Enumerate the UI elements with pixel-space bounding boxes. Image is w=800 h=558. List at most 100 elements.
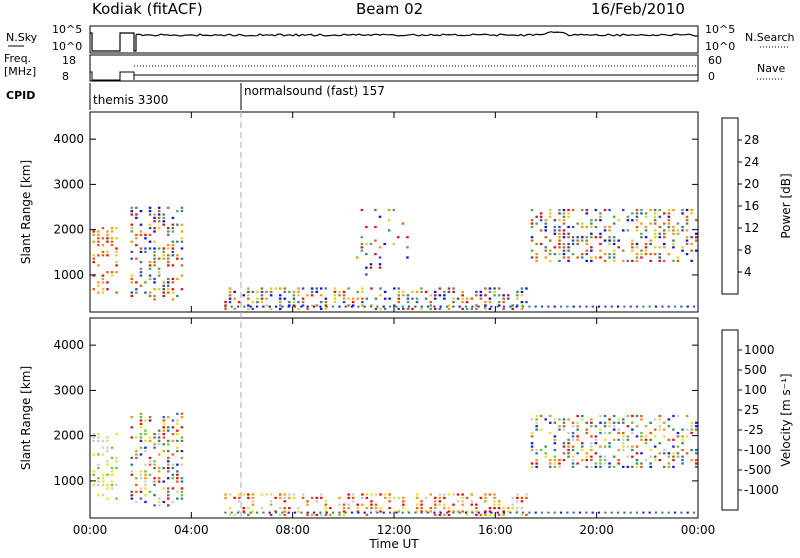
power-echo-cell bbox=[562, 253, 566, 256]
velocity-echo-cell bbox=[590, 465, 593, 468]
power-echo-cell bbox=[256, 290, 259, 293]
velocity-echo-cell bbox=[426, 511, 430, 514]
power-echo-cell bbox=[242, 294, 245, 297]
velocity-echo-cell bbox=[673, 511, 677, 514]
velocity-echo-cell bbox=[342, 513, 346, 516]
power-echo-cell bbox=[576, 236, 579, 239]
velocity-echo-cell bbox=[553, 421, 557, 424]
velocity-echo-cell bbox=[251, 503, 255, 506]
velocity-echo-cell bbox=[535, 428, 538, 431]
power-echo-cell bbox=[153, 230, 156, 233]
power-echo-cell bbox=[167, 261, 170, 264]
velocity-echo-cell bbox=[130, 436, 133, 439]
power-echo-cell bbox=[97, 240, 100, 243]
velocity-echo-cell bbox=[157, 477, 161, 480]
power-echo-cell bbox=[135, 291, 138, 294]
velocity-echo-cell bbox=[434, 507, 437, 510]
power-echo-cell bbox=[325, 305, 328, 308]
velocity-echo-cell bbox=[228, 493, 232, 496]
power-echo-cell bbox=[106, 254, 109, 257]
power-echo-cell bbox=[617, 246, 620, 249]
velocity-echo-cell bbox=[635, 445, 639, 448]
velocity-echo-cell bbox=[180, 463, 184, 466]
power-echo-cell bbox=[438, 307, 442, 310]
velocity-echo-cell bbox=[162, 450, 165, 453]
power-echo-cell bbox=[180, 230, 184, 233]
velocity-echo-cell bbox=[488, 510, 492, 513]
power-echo-cell bbox=[681, 208, 684, 212]
velocity-echo-cell bbox=[167, 443, 170, 446]
power-echo-cell bbox=[115, 227, 118, 230]
power-echo-cell bbox=[402, 307, 405, 310]
power-echo-cell bbox=[301, 297, 305, 300]
power-echo-cell bbox=[544, 225, 547, 229]
velocity-echo-cell bbox=[101, 446, 105, 449]
power-echo-cell bbox=[369, 266, 373, 269]
power-echo-cells bbox=[92, 206, 698, 310]
velocity-echo-cell bbox=[176, 412, 179, 415]
power-echo-cell bbox=[681, 249, 684, 252]
velocity-echo-cell bbox=[135, 483, 138, 487]
velocity-echo-cell bbox=[237, 500, 241, 503]
velocity-echo-cell bbox=[608, 421, 611, 424]
power-echo-cell bbox=[629, 305, 632, 308]
power-echo-cell bbox=[516, 297, 519, 300]
velocity-echo-cell bbox=[363, 511, 366, 514]
power-echo-cell bbox=[269, 287, 273, 290]
velocity-echo-cell bbox=[167, 487, 170, 490]
velocity-echo-cell bbox=[171, 426, 175, 429]
velocity-echo-cell bbox=[357, 511, 360, 514]
velocity-echo-cell bbox=[553, 465, 557, 468]
power-echo-cell bbox=[626, 259, 630, 262]
power-echo-cell bbox=[549, 215, 552, 218]
power-echo-cell bbox=[690, 212, 693, 215]
power-echo-cell bbox=[224, 305, 227, 308]
velocity-echo-cell bbox=[434, 503, 437, 506]
power-echo-cell bbox=[608, 236, 611, 239]
colorbar-tick-label: 12 bbox=[744, 221, 759, 235]
power-echo-cell bbox=[649, 259, 652, 262]
velocity-echo-cell bbox=[110, 487, 114, 490]
velocity-echo-cell bbox=[139, 446, 143, 449]
velocity-echo-cell bbox=[279, 496, 282, 499]
power-echo-cell bbox=[553, 253, 557, 256]
velocity-echo-cell bbox=[549, 465, 552, 468]
velocity-echo-cell bbox=[144, 429, 147, 432]
velocity-echo-cell bbox=[279, 513, 282, 516]
velocity-echo-cell bbox=[153, 483, 156, 487]
power-echo-cell bbox=[379, 294, 382, 297]
power-echo-cell bbox=[379, 307, 382, 310]
power-echo-cell bbox=[528, 305, 531, 308]
power-echo-cell bbox=[243, 305, 246, 308]
power-echo-cell bbox=[279, 297, 282, 300]
power-echo-cell bbox=[578, 305, 582, 308]
power-echo-cell bbox=[387, 219, 391, 222]
power-echo-cell bbox=[581, 236, 584, 239]
velocity-echo-cell bbox=[269, 503, 273, 506]
power-echo-cell bbox=[153, 298, 156, 301]
power-echo-cell bbox=[180, 240, 184, 243]
noise-panel-frame bbox=[89, 25, 699, 54]
power-echo-cell bbox=[599, 215, 602, 218]
power-echo-cell bbox=[101, 274, 105, 277]
velocity-echo-cell bbox=[370, 503, 373, 506]
power-echo-cell bbox=[562, 219, 566, 222]
velocity-echo-cell bbox=[365, 507, 369, 510]
velocity-echo-cell bbox=[622, 445, 625, 448]
power-echo-cell bbox=[663, 229, 666, 232]
velocity-echo-cell bbox=[106, 483, 109, 487]
velocity-echo-cell bbox=[567, 418, 570, 421]
velocity-echo-cell bbox=[471, 511, 474, 514]
power-echo-cell bbox=[106, 271, 109, 274]
power-echo-cell bbox=[297, 301, 300, 304]
power-echo-cell bbox=[157, 257, 161, 260]
velocity-echo-cell bbox=[484, 513, 487, 516]
velocity-echo-cell bbox=[144, 470, 147, 473]
power-echo-cell bbox=[608, 208, 611, 212]
power-echo-cell bbox=[397, 287, 400, 290]
colorbar-tick-label: 28 bbox=[744, 133, 759, 147]
velocity-echo-cell bbox=[475, 507, 478, 510]
velocity-echo-cell bbox=[315, 496, 318, 499]
velocity-echo-cell bbox=[167, 450, 170, 453]
power-echo-cell bbox=[535, 256, 538, 259]
